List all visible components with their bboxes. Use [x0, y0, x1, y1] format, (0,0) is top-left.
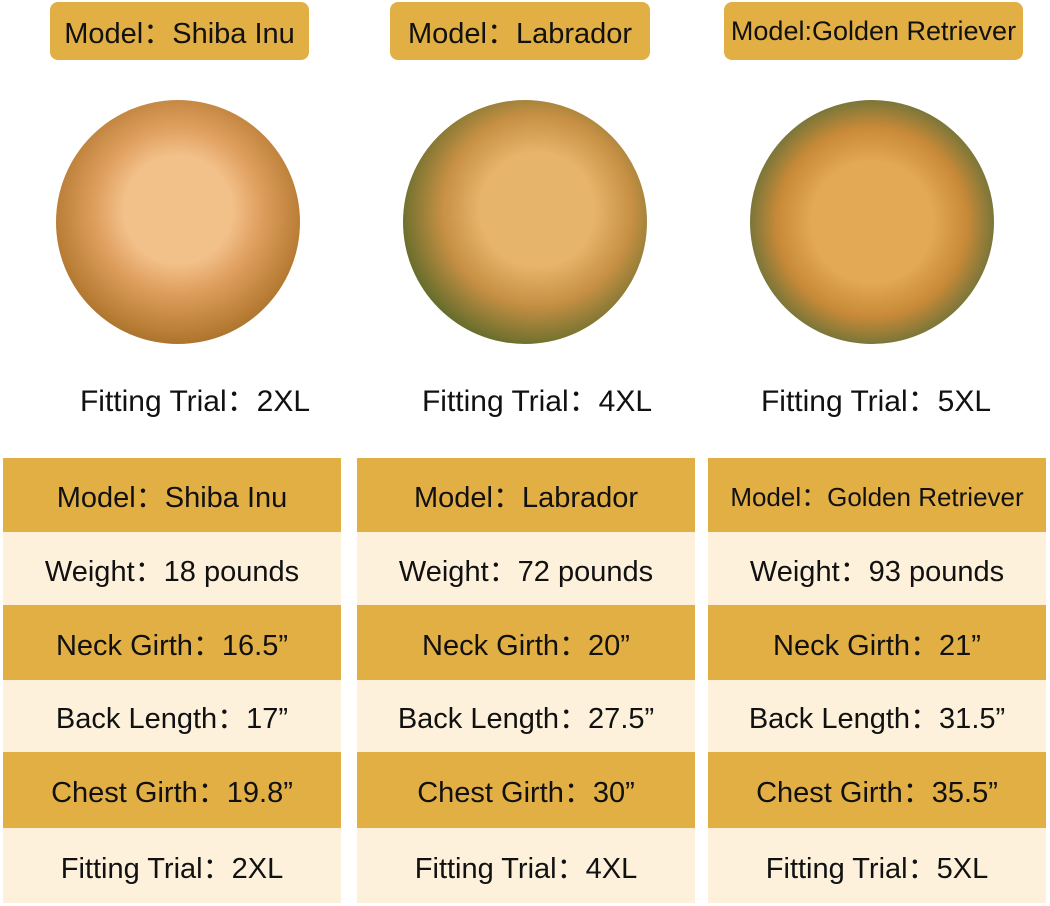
table-row-fitting-trial: Fitting Trial：2XL — [3, 828, 341, 903]
fitting-trial-golden: Fitting Trial：5XL — [760, 385, 992, 418]
table-row-chest-girth: Chest Girth：30” — [357, 752, 695, 828]
table-row-weight: Weight：72 pounds — [357, 532, 695, 605]
table-row-weight: Weight：93 pounds — [708, 532, 1046, 605]
size-table-1: Model：Labrador Weight：72 pounds Neck Girth… — [357, 458, 695, 903]
size-table-0: Model：Shiba Inu Weight：18 pounds Neck Girt… — [3, 458, 341, 903]
fitting-trial-shiba: Fitting Trial：2XL — [79, 385, 311, 418]
table-row-chest-girth: Chest Girth：35.5” — [708, 752, 1046, 828]
labrador-photo — [403, 100, 647, 344]
size-table-2: Model：Golden Retriever Weight：93 pounds Ne… — [708, 458, 1046, 903]
table-row-neck-girth: Neck Girth：20” — [357, 605, 695, 680]
table-row-chest-girth: Chest Girth：19.8” — [3, 752, 341, 828]
table-row-neck-girth: Neck Girth：16.5” — [3, 605, 341, 680]
table-row-back-length: Back Length：17” — [3, 680, 341, 752]
table-row-model: Model：Labrador — [357, 458, 695, 532]
model-tag-shiba: Model：Shiba Inu — [50, 2, 309, 60]
table-row-model: Model：Golden Retriever — [708, 458, 1046, 532]
model-tag-labrador: Model：Labrador — [390, 2, 650, 60]
fitting-trial-labrador: Fitting Trial：4XL — [421, 385, 653, 418]
table-row-back-length: Back Length：31.5” — [708, 680, 1046, 752]
table-row-back-length: Back Length：27.5” — [357, 680, 695, 752]
table-row-fitting-trial: Fitting Trial：4XL — [357, 828, 695, 903]
table-row-weight: Weight：18 pounds — [3, 532, 341, 605]
shiba-inu-photo — [56, 100, 300, 344]
table-row-model: Model：Shiba Inu — [3, 458, 341, 532]
table-row-neck-girth: Neck Girth：21” — [708, 605, 1046, 680]
golden-retriever-photo — [750, 100, 994, 344]
table-row-fitting-trial: Fitting Trial：5XL — [708, 828, 1046, 903]
model-tag-golden: Model:Golden Retriever — [724, 2, 1023, 60]
